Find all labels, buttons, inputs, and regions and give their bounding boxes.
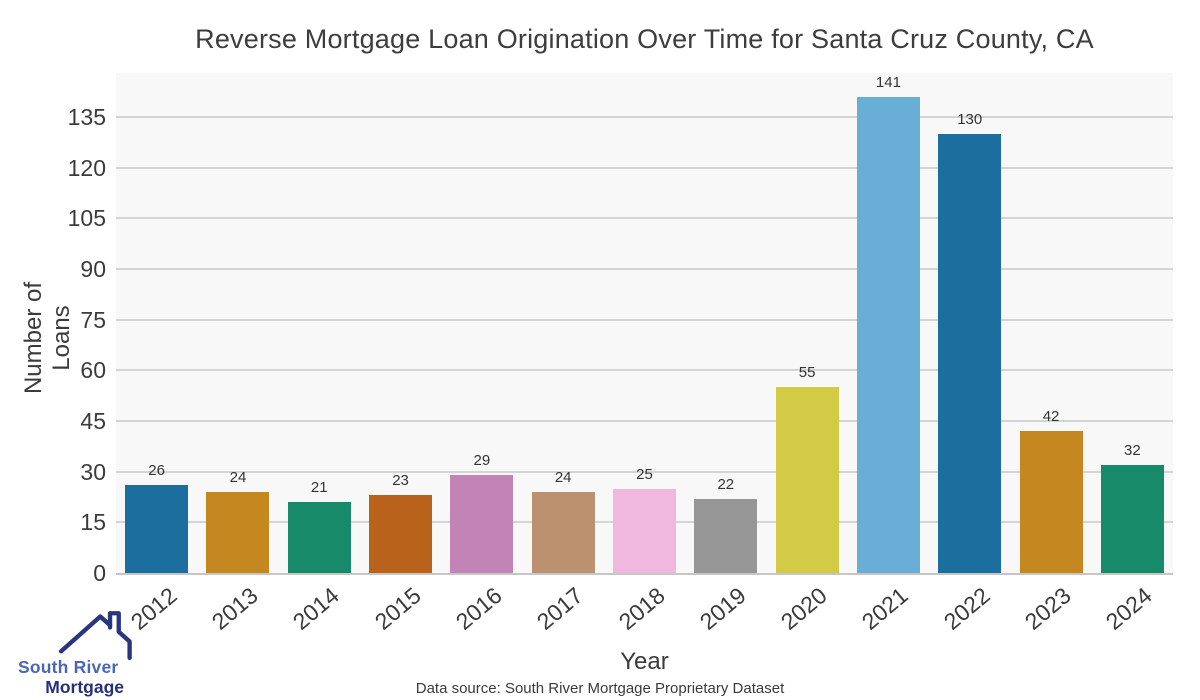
bar-value-label-2013: 24 xyxy=(229,468,247,486)
gridline-y-45 xyxy=(116,419,1173,422)
logo-text-line1: South River xyxy=(18,657,119,677)
bar-value-label-2018: 25 xyxy=(636,465,653,483)
bar-value-label-2024: 32 xyxy=(1124,441,1141,459)
bar-value-label-2022: 130 xyxy=(957,110,983,128)
y-tick-135: 135 xyxy=(67,103,106,130)
y-tick-75: 75 xyxy=(80,306,106,333)
y-tick-15: 15 xyxy=(80,509,106,536)
data-source-note: Data source: South River Mortgage Propri… xyxy=(415,680,785,697)
bar-2017 xyxy=(531,491,595,573)
y-tick-90: 90 xyxy=(80,255,106,282)
bar-2015 xyxy=(369,495,433,573)
gridline-y-120 xyxy=(116,166,1173,169)
bar-value-label-2016: 29 xyxy=(473,452,491,470)
bar-value-label-2015: 23 xyxy=(392,472,409,490)
bar-2021 xyxy=(856,96,920,573)
bar-value-label-2020: 55 xyxy=(798,364,816,382)
logo-text-line2: Mortgage xyxy=(45,677,124,697)
bar-2013 xyxy=(206,491,270,573)
bar-value-label-2021: 141 xyxy=(875,73,901,91)
bar-2022 xyxy=(938,133,1002,573)
gridline-y-30 xyxy=(116,470,1173,473)
bar-value-label-2014: 21 xyxy=(310,479,328,497)
y-tick-45: 45 xyxy=(80,407,106,434)
gridline-y-75 xyxy=(116,318,1173,321)
y-tick-30: 30 xyxy=(80,458,106,485)
chart-title: Reverse Mortgage Loan Origination Over T… xyxy=(195,24,1094,54)
bar-2014 xyxy=(287,502,351,573)
y-axis-title: Number of Loans xyxy=(20,281,75,395)
bar-2020 xyxy=(775,387,839,573)
y-tick-105: 105 xyxy=(67,205,106,232)
bar-value-label-2023: 42 xyxy=(1042,408,1060,426)
gridline-y-60 xyxy=(116,369,1173,372)
bar-value-label-2019: 22 xyxy=(717,475,735,493)
bar-2019 xyxy=(694,498,758,573)
bar-2012 xyxy=(125,485,189,573)
bar-2024 xyxy=(1100,464,1164,573)
bar-2023 xyxy=(1019,431,1083,573)
gridline-y-90 xyxy=(116,267,1173,270)
y-tick-60: 60 xyxy=(80,357,106,384)
gridline-y-135 xyxy=(116,115,1173,118)
y-tick-120: 120 xyxy=(67,154,106,181)
plot-area: 26 24 21 23 29 24 25 22 55 141 130 42 32 xyxy=(116,73,1173,575)
y-tick-0: 0 xyxy=(93,560,106,586)
bar-2018 xyxy=(613,488,676,573)
gridline-y-105 xyxy=(116,217,1173,220)
company-logo: South River Mortgage xyxy=(18,610,132,698)
x-axis-title: Year xyxy=(620,648,669,675)
house-roof-icon xyxy=(58,611,132,660)
bar-value-label-2012: 26 xyxy=(148,462,165,480)
bar-value-label-2017: 24 xyxy=(554,468,572,486)
bar-2016 xyxy=(450,475,514,573)
